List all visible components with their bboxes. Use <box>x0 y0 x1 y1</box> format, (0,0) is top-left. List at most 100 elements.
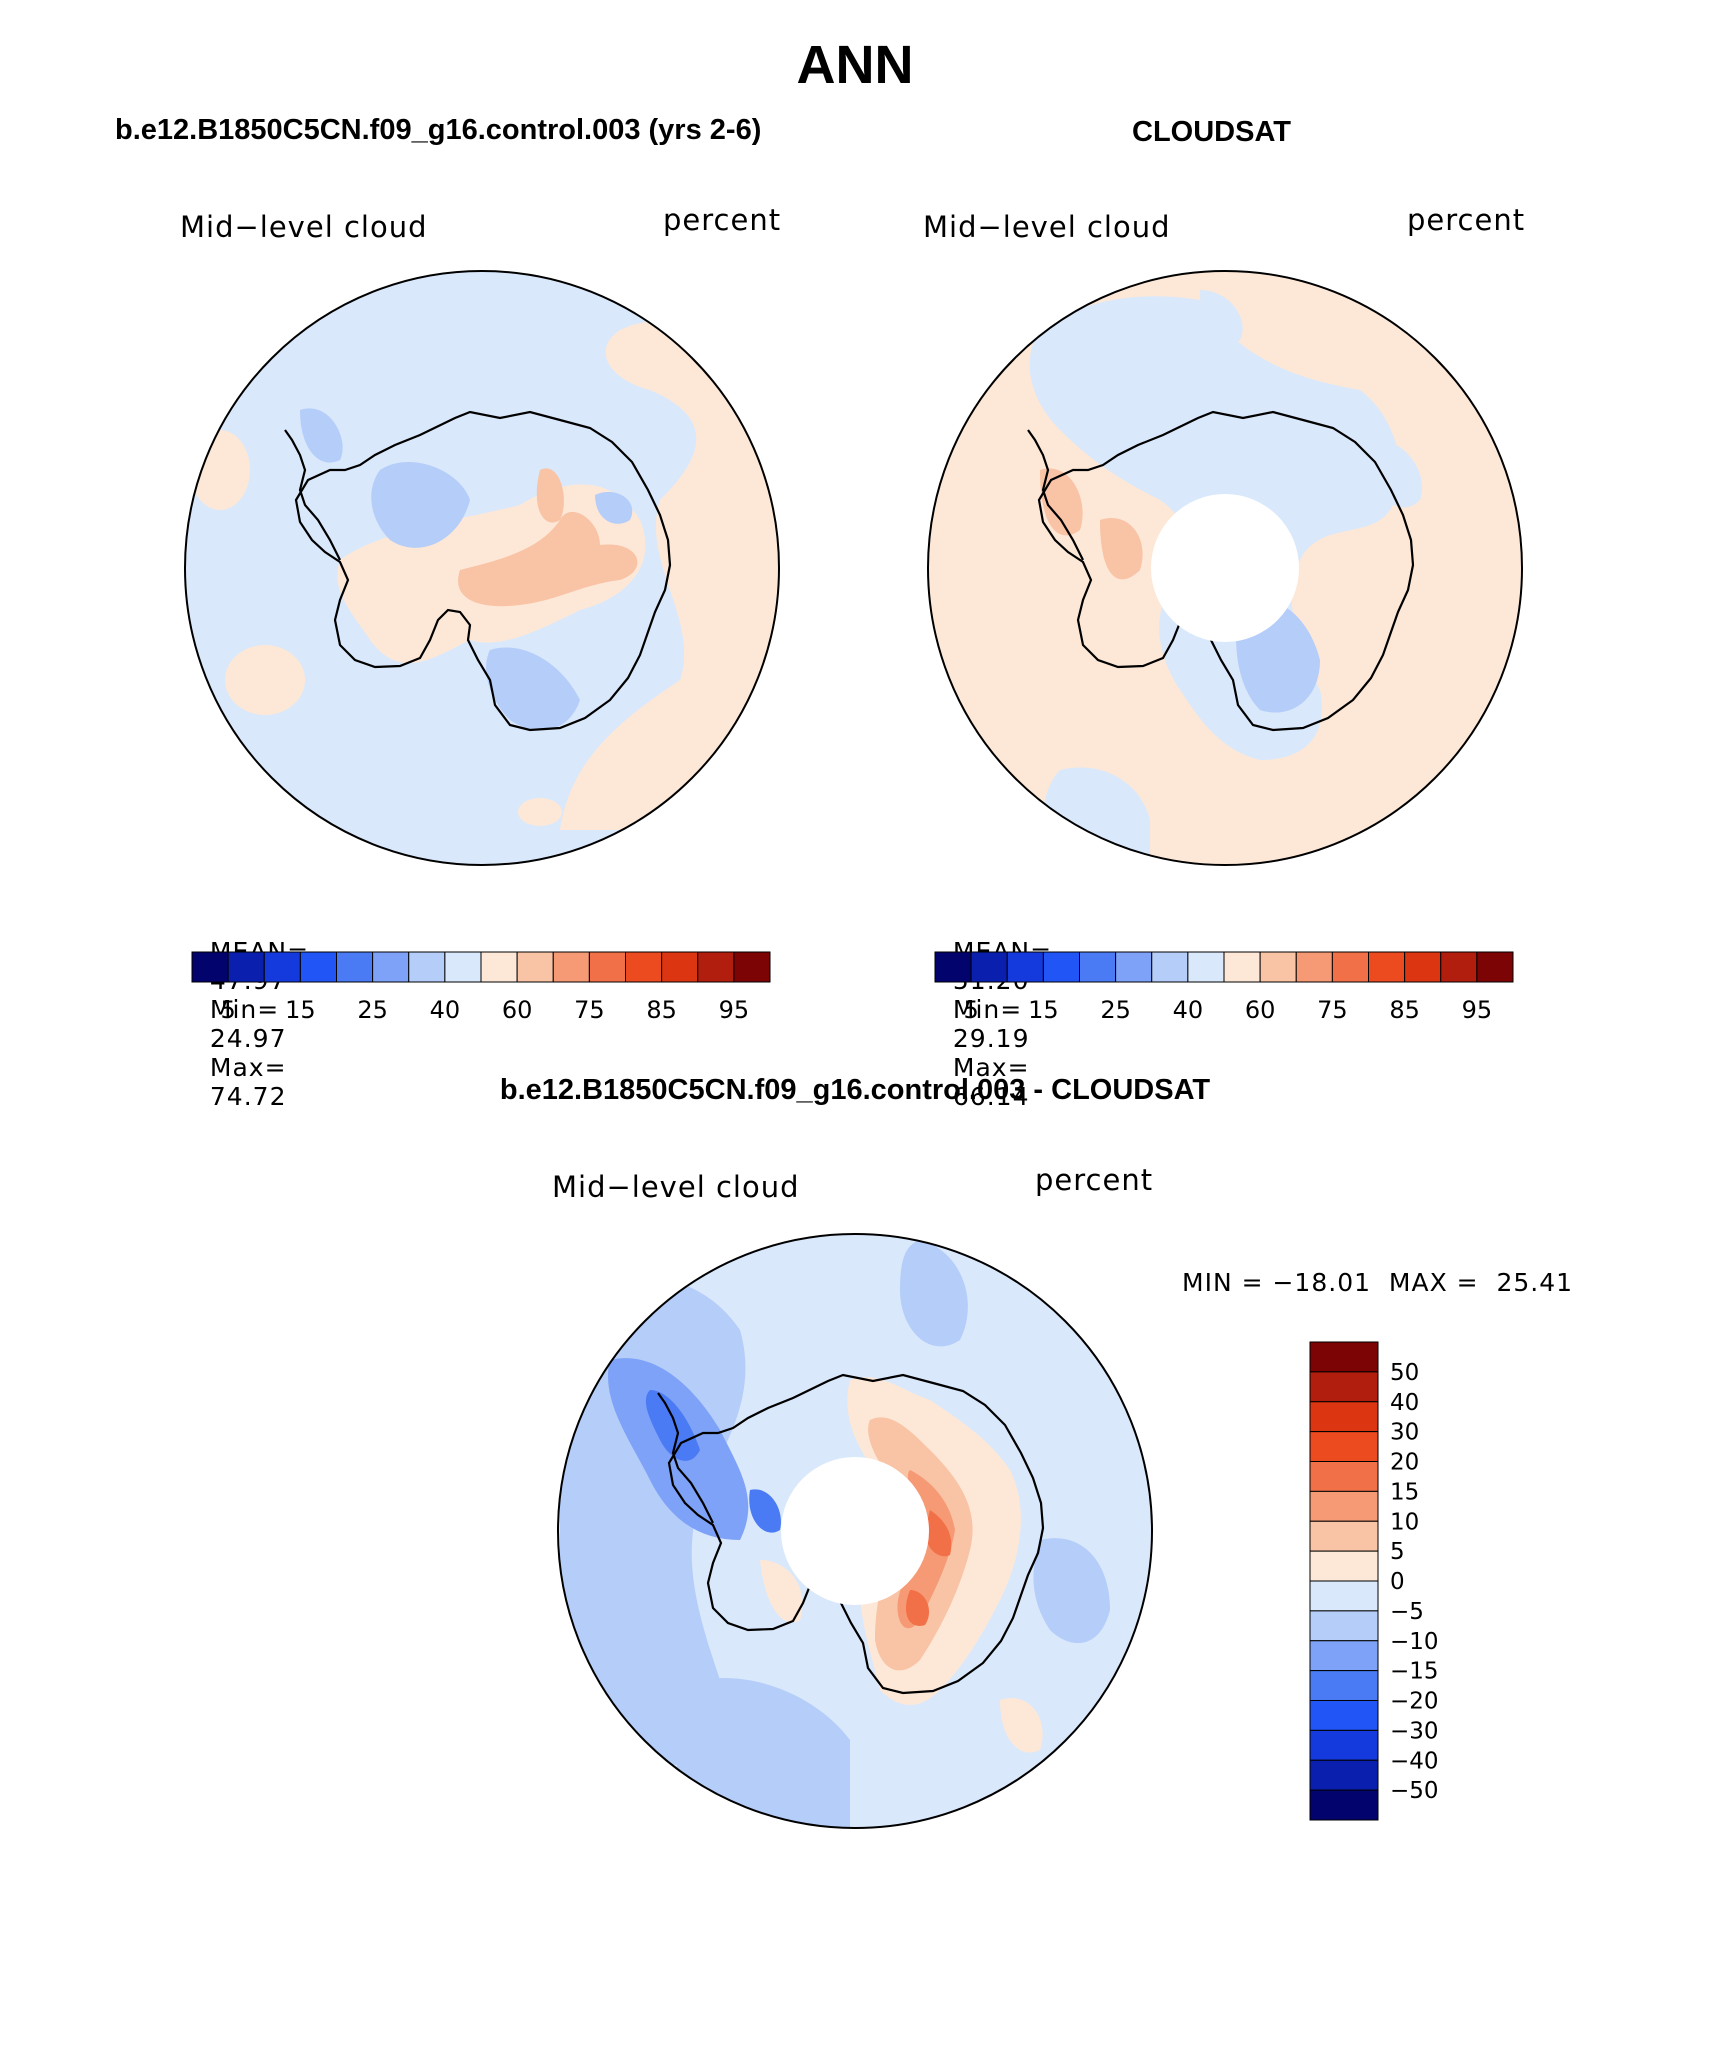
right-colorbar-swatch <box>934 951 972 983</box>
left-colorbar-swatch <box>625 951 663 983</box>
right-colorbar-tick-label: 95 <box>1462 996 1493 1024</box>
right-map-border <box>927 270 1523 866</box>
left-map <box>184 270 780 866</box>
right-colorbar-swatch <box>1259 951 1297 983</box>
diff-colorbar-tick-label: −10 <box>1390 1629 1439 1655</box>
left-colorbar-tick-label: 95 <box>719 996 750 1024</box>
left-colorbar-swatch <box>588 951 626 983</box>
right-colorbar-swatch <box>970 951 1008 983</box>
diff-colorbar-swatch <box>1309 1610 1379 1642</box>
right-panel-title: CLOUDSAT <box>1132 116 1291 148</box>
right-colorbar-swatch <box>1079 951 1117 983</box>
diff-colorbar-swatch <box>1309 1550 1379 1582</box>
right-min-value: 29.19 <box>952 1024 1030 1053</box>
right-colorbar-swatch <box>1115 951 1153 983</box>
diff-colorbar-tick-label: 5 <box>1390 1539 1405 1565</box>
diff-colorbar-swatch <box>1309 1759 1379 1791</box>
diff-colorbar-tick-label: 0 <box>1390 1569 1405 1595</box>
diff-colorbar-swatch <box>1309 1490 1379 1522</box>
right-colorbar-tick-label: 25 <box>1100 996 1131 1024</box>
diff-colorbar-swatch <box>1309 1371 1379 1403</box>
left-max-value: 74.72 <box>209 1082 287 1111</box>
left-min-value: 24.97 <box>209 1024 287 1053</box>
diff-colorbar-swatch <box>1309 1341 1379 1373</box>
diff-colorbar-tick-label: −40 <box>1390 1748 1439 1774</box>
right-variable-label: Mid−level cloud <box>923 210 1171 244</box>
right-colorbar-swatch <box>1151 951 1189 983</box>
diff-colorbar-swatch <box>1309 1700 1379 1731</box>
right-colorbar-tick-label: 40 <box>1173 996 1204 1024</box>
left-colorbar-swatch <box>299 951 337 983</box>
right-colorbar-swatch <box>1042 951 1080 983</box>
left-colorbar-tick-label: 85 <box>646 996 677 1024</box>
left-colorbar-swatch <box>227 951 265 983</box>
left-variable-label: Mid−level cloud <box>180 210 428 244</box>
left-colorbar-tick-label: 75 <box>574 996 605 1024</box>
diff-colorbar-tick-label: 40 <box>1390 1390 1419 1416</box>
right-antarctic-peninsula <box>1027 429 1084 561</box>
right-colorbar: 5 15 25 40 60 75 85 95 <box>934 951 1514 1024</box>
diff-map <box>557 1233 1153 1829</box>
diff-colorbar-swatch <box>1309 1580 1379 1612</box>
diff-antarctic-peninsula <box>657 1392 714 1524</box>
diff-colorbar-tick-label: 10 <box>1390 1509 1419 1535</box>
diff-colorbar-swatch <box>1309 1401 1379 1433</box>
left-antarctic-peninsula <box>284 429 341 561</box>
left-panel-title: b.e12.B1850C5CN.f09_g16.control.003 (yrs… <box>115 114 762 146</box>
diff-colorbar-swatch <box>1309 1729 1379 1761</box>
diff-minmax-label: MIN = −18.01 MAX = 25.41 <box>1182 1268 1574 1297</box>
left-antarctica-coastline <box>294 410 672 732</box>
right-colorbar-tick-label: 85 <box>1389 996 1420 1024</box>
left-colorbar-tick-label: 40 <box>430 996 461 1024</box>
right-colorbar-tick-label: 5 <box>963 996 978 1024</box>
diff-colorbar-tick-label: −5 <box>1390 1599 1424 1625</box>
diff-colorbar-tick-label: 30 <box>1390 1420 1419 1446</box>
diff-colorbar-tick-label: −20 <box>1390 1689 1439 1715</box>
diff-panel-title: b.e12.B1850C5CN.f09_g16.control.003 - CL… <box>499 1074 1211 1106</box>
left-colorbar-swatch <box>444 951 482 983</box>
left-colorbar-swatch <box>480 951 518 983</box>
diff-units-label: percent <box>1035 1163 1154 1197</box>
right-units-label: percent <box>1407 203 1526 237</box>
left-colorbar-swatch <box>697 951 735 983</box>
left-colorbar: 5 15 25 40 60 75 85 95 <box>191 951 771 1024</box>
diff-map-border <box>557 1233 1153 1829</box>
right-colorbar-swatch <box>1331 951 1369 983</box>
left-units-label: percent <box>663 203 782 237</box>
diff-colorbar-swatch <box>1309 1461 1379 1492</box>
diff-colorbar-swatch <box>1309 1520 1379 1552</box>
page-title: ANN <box>796 35 914 95</box>
diff-colorbar-tick-label: 15 <box>1390 1479 1419 1505</box>
left-map-border <box>184 270 780 866</box>
right-colorbar-swatch <box>1006 951 1044 983</box>
right-map <box>927 270 1523 866</box>
right-max-label: Max= <box>952 1053 1030 1082</box>
left-colorbar-swatch <box>408 951 446 983</box>
right-min-label: Min= <box>952 995 1023 1024</box>
left-colorbar-tick-label: 5 <box>220 996 235 1024</box>
left-colorbar-swatch <box>733 951 771 983</box>
diff-colorbar-swatch <box>1309 1789 1379 1821</box>
right-colorbar-swatch <box>1223 951 1261 983</box>
right-pole-hole <box>1151 494 1299 642</box>
right-colorbar-swatch <box>1476 951 1514 983</box>
right-max-value: 66.14 <box>952 1082 1030 1111</box>
diff-colorbar-tick-label: −30 <box>1390 1718 1439 1744</box>
diff-pole-hole <box>781 1457 929 1605</box>
diff-colorbar-tick-label: 50 <box>1390 1360 1419 1386</box>
left-colorbar-tick-label: 25 <box>357 996 388 1024</box>
left-colorbar-swatch <box>336 951 374 983</box>
right-colorbar-swatch <box>1368 951 1406 983</box>
left-colorbar-swatch <box>372 951 410 983</box>
right-colorbar-swatch <box>1295 951 1333 983</box>
left-max-label: Max= <box>209 1053 287 1082</box>
right-colorbar-tick-label: 60 <box>1245 996 1276 1024</box>
right-colorbar-swatch <box>1440 951 1478 983</box>
diff-variable-label: Mid−level cloud <box>552 1170 800 1204</box>
left-colorbar-swatch <box>552 951 590 983</box>
right-colorbar-tick-label: 15 <box>1028 996 1059 1024</box>
left-colorbar-swatch <box>661 951 699 983</box>
right-colorbar-tick-label: 75 <box>1317 996 1348 1024</box>
